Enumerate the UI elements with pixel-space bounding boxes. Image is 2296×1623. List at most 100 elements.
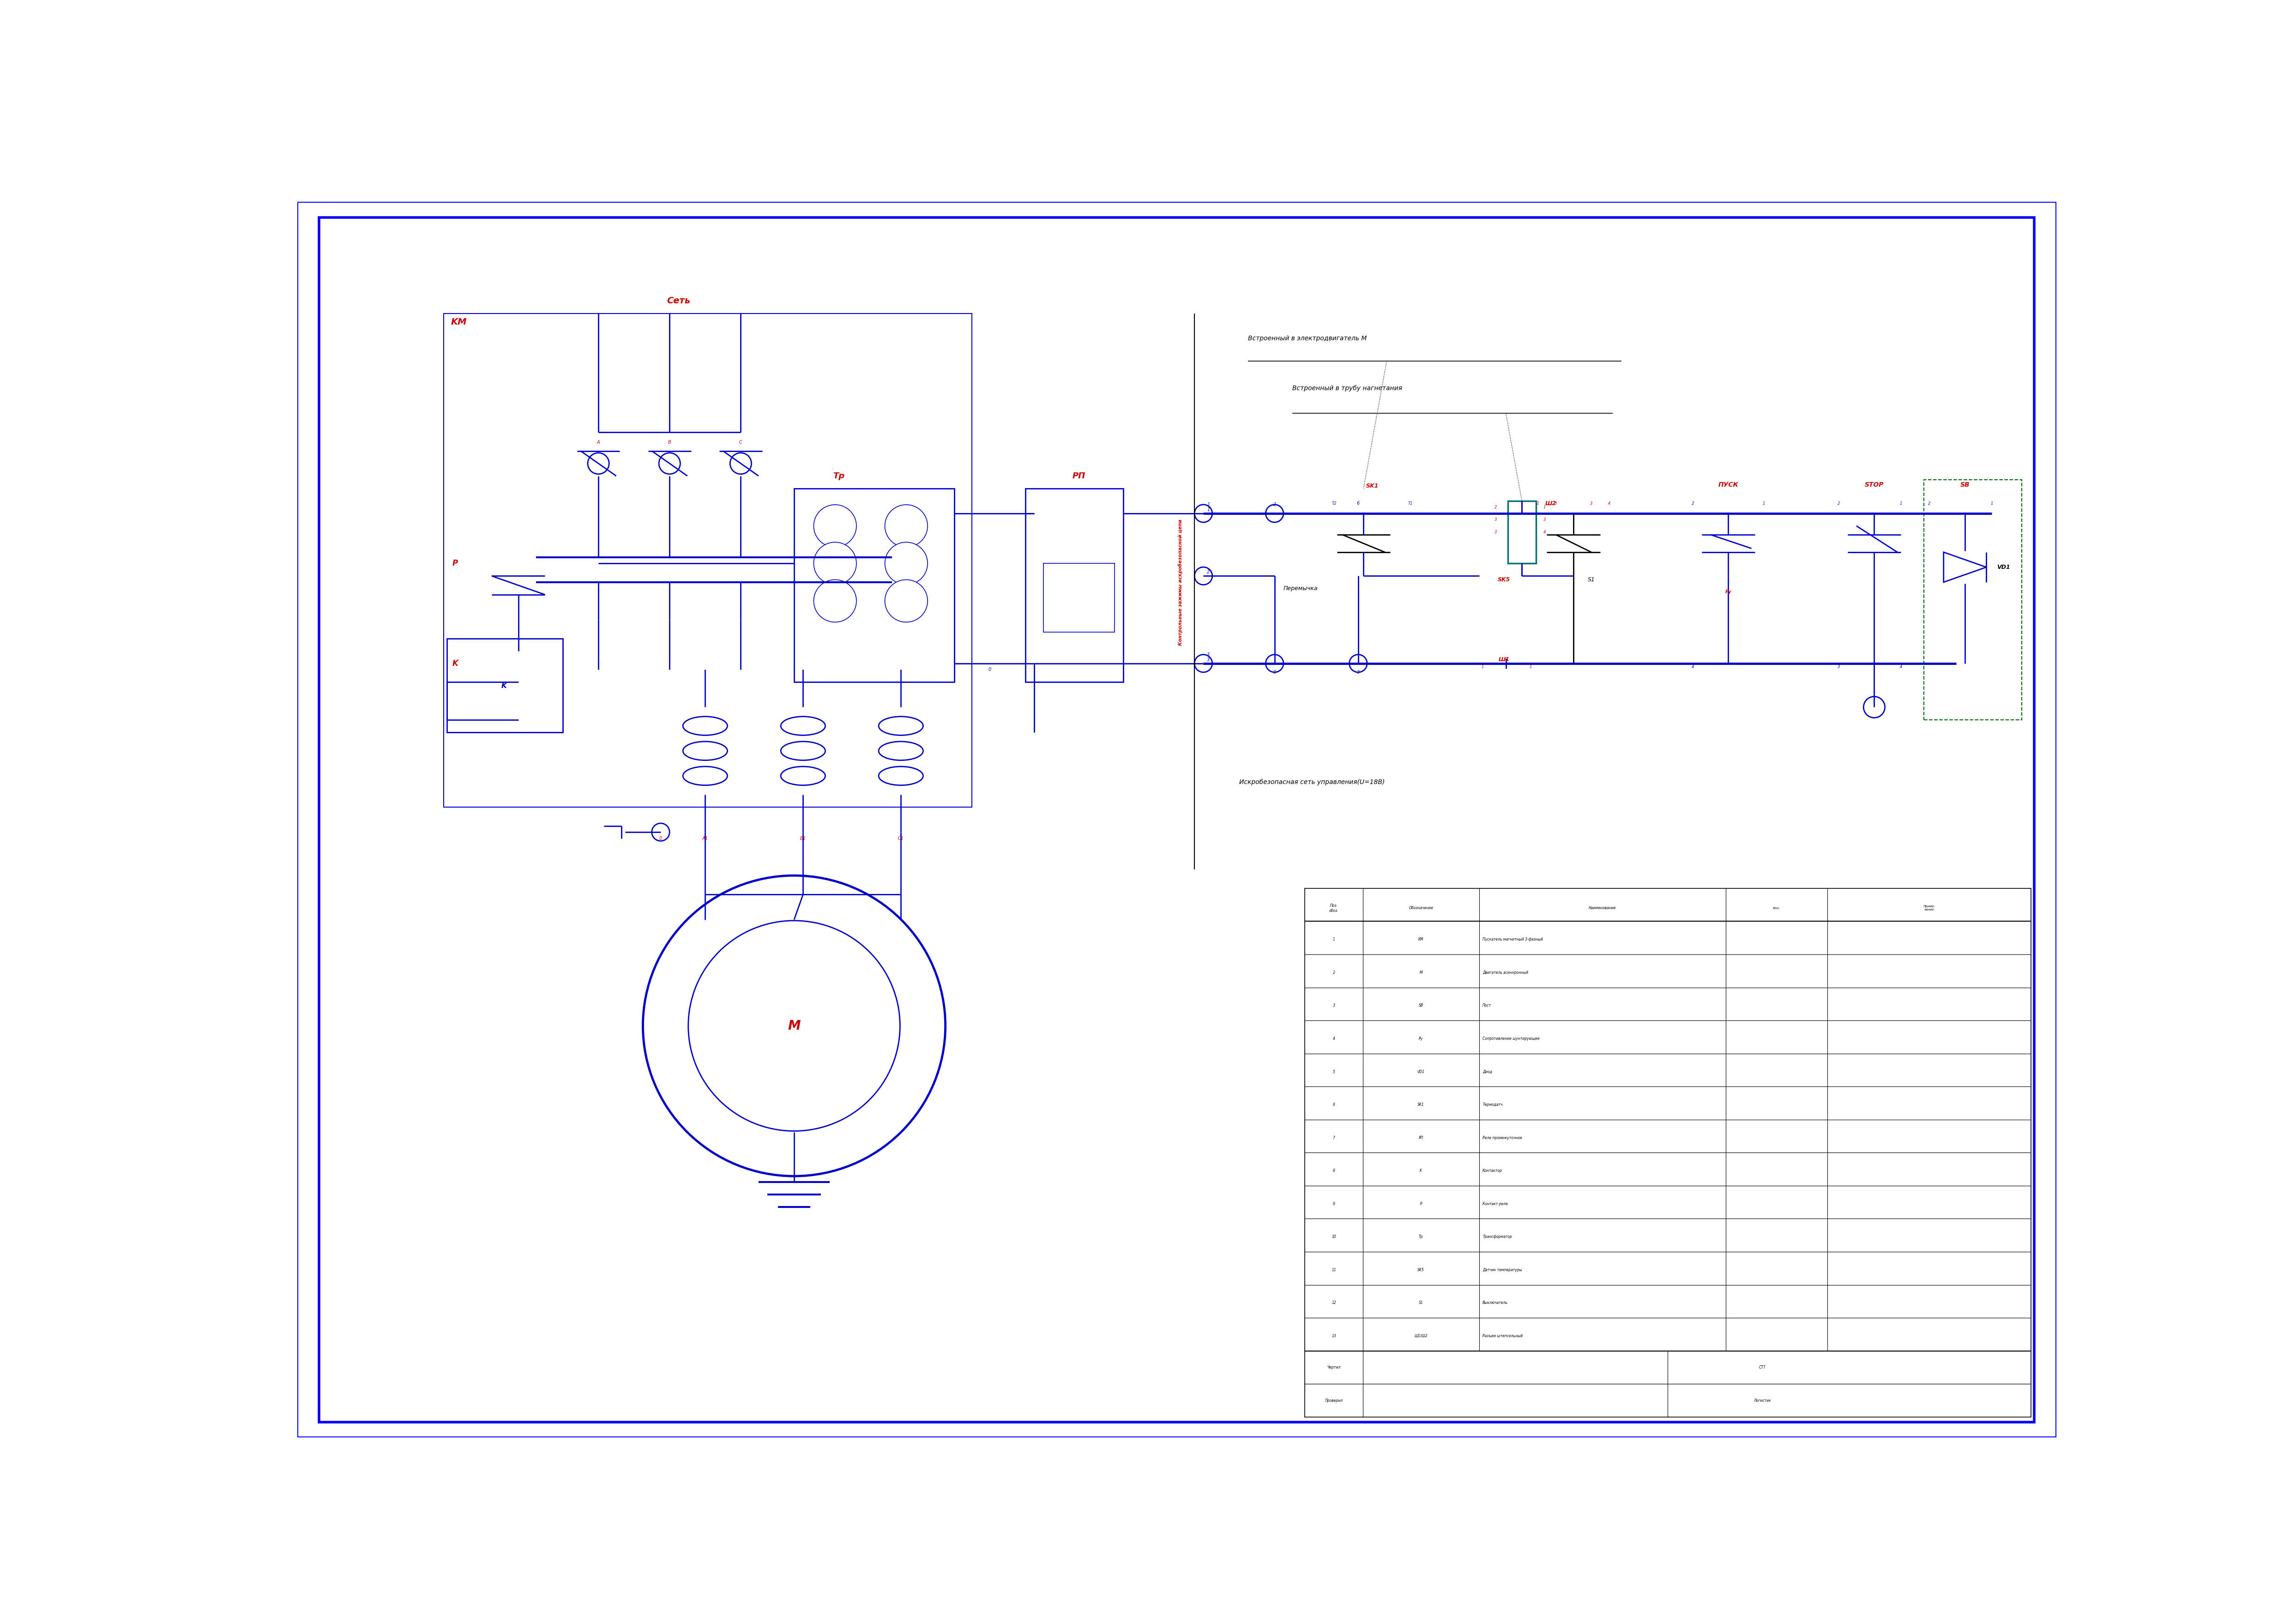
Text: 3: 3 (1543, 518, 1545, 521)
Text: Ш1/Ш2: Ш1/Ш2 (1414, 1334, 1428, 1337)
Text: B1: B1 (799, 836, 806, 841)
Text: KM: KM (1419, 938, 1424, 941)
Ellipse shape (682, 716, 728, 735)
Text: Пускатель магнитный 3-фазный: Пускатель магнитный 3-фазный (1483, 938, 1543, 941)
Text: SK5: SK5 (1497, 576, 1511, 583)
Text: K: K (501, 682, 507, 690)
Text: 3: 3 (1495, 518, 1497, 521)
Text: M: M (788, 1019, 801, 1032)
Text: 11: 11 (1332, 1268, 1336, 1272)
Polygon shape (1945, 552, 1986, 583)
Text: SK5: SK5 (1417, 1268, 1424, 1272)
Text: 1: 1 (1529, 665, 1531, 669)
Text: 4: 4 (1899, 665, 1901, 669)
Text: 3: 3 (1591, 502, 1593, 505)
Text: 2: 2 (1208, 570, 1210, 575)
Text: 2: 2 (1272, 503, 1277, 506)
Text: T1: T1 (1407, 502, 1412, 505)
Text: Перемычка: Перемычка (1283, 586, 1318, 591)
Text: Термодатч.: Термодатч. (1483, 1102, 1504, 1107)
Text: P: P (452, 560, 459, 568)
Text: 4: 4 (1607, 502, 1609, 505)
Text: Сопротивление шунтирующее: Сопротивление шунтирующее (1483, 1037, 1541, 1040)
Text: K: K (452, 659, 459, 667)
Text: 0: 0 (987, 667, 992, 672)
Text: M: M (1419, 971, 1424, 975)
Bar (1042, 563, 1114, 631)
Text: Чертил: Чертил (1327, 1365, 1341, 1370)
Text: 0: 0 (1272, 670, 1277, 675)
Circle shape (730, 453, 751, 474)
Circle shape (1864, 696, 1885, 717)
Text: 13: 13 (1332, 1334, 1336, 1337)
Text: 0: 0 (659, 836, 661, 841)
Circle shape (1194, 566, 1212, 584)
Bar (1026, 489, 1123, 682)
Text: SK1: SK1 (1366, 484, 1380, 489)
Text: SB: SB (1419, 1003, 1424, 1008)
Text: Ру: Ру (1724, 589, 1731, 594)
Text: Разъем штепсельный: Разъем штепсельный (1483, 1334, 1522, 1337)
Ellipse shape (781, 742, 824, 760)
Text: Ш2: Ш2 (1545, 500, 1557, 506)
Circle shape (652, 823, 670, 841)
Text: 2: 2 (1692, 502, 1694, 505)
Text: Встроенный в трубу нагнетания: Встроенный в трубу нагнетания (1293, 385, 1403, 391)
Text: 3: 3 (1208, 657, 1210, 662)
Ellipse shape (781, 716, 824, 735)
Bar (443, 313, 971, 807)
Circle shape (884, 542, 928, 584)
Text: Двигатель асинхронный: Двигатель асинхронный (1483, 971, 1529, 975)
Text: SB: SB (1961, 482, 1970, 489)
Text: 6: 6 (1357, 502, 1359, 506)
Text: 3: 3 (1554, 502, 1557, 505)
Text: S1: S1 (1587, 576, 1596, 583)
Text: Реле промежуточное: Реле промежуточное (1483, 1136, 1522, 1139)
Text: 1: 1 (1543, 505, 1545, 510)
Bar (1304, 888, 2032, 1417)
Bar (1508, 502, 1536, 563)
Text: Встроенный в электродвигатель M: Встроенный в электродвигатель M (1249, 336, 1366, 342)
Text: Искробезопасная сеть управления(U=18В): Искробезопасная сеть управления(U=18В) (1240, 779, 1384, 786)
Text: C: C (739, 440, 742, 445)
Text: 4: 4 (1692, 665, 1694, 669)
Text: STOP: STOP (1864, 482, 1883, 489)
Text: Логистик: Логистик (1754, 1399, 1770, 1402)
Text: Выключатель: Выключатель (1483, 1302, 1508, 1305)
Text: 1: 1 (1481, 665, 1483, 669)
Text: S1: S1 (1419, 1302, 1424, 1305)
Text: РП: РП (1419, 1136, 1424, 1139)
Text: Пост: Пост (1483, 1003, 1492, 1008)
Text: 2: 2 (1536, 502, 1538, 505)
Text: 2: 2 (1837, 502, 1839, 505)
Text: K: K (1419, 1169, 1421, 1173)
Text: 2: 2 (1929, 502, 1931, 505)
Text: A1: A1 (703, 836, 707, 841)
Circle shape (884, 579, 928, 622)
Circle shape (813, 579, 856, 622)
Text: 1: 1 (1763, 502, 1766, 505)
Text: Поз.
обоз.: Поз. обоз. (1329, 904, 1339, 912)
Ellipse shape (879, 742, 923, 760)
Text: T2: T2 (1332, 502, 1336, 505)
Text: Ру: Ру (1419, 1037, 1424, 1040)
Text: 2: 2 (1495, 505, 1497, 510)
Text: Диод: Диод (1483, 1070, 1492, 1074)
Text: Ш1: Ш1 (1499, 657, 1511, 662)
Bar (794, 489, 955, 682)
Circle shape (1265, 505, 1283, 523)
Text: 1: 1 (1991, 502, 1993, 505)
Ellipse shape (879, 766, 923, 786)
Text: KM: KM (450, 318, 466, 326)
Text: 3: 3 (1837, 665, 1839, 669)
Text: Контактор: Контактор (1483, 1169, 1502, 1173)
Text: Сеть: Сеть (666, 297, 691, 305)
Text: СТТ: СТТ (1759, 1365, 1766, 1370)
Text: Тр: Тр (833, 472, 845, 480)
Text: B: B (668, 440, 670, 445)
Text: 1: 1 (1208, 503, 1210, 506)
Circle shape (643, 875, 946, 1177)
Text: VD1: VD1 (1998, 565, 2011, 570)
Circle shape (884, 505, 928, 547)
Circle shape (1350, 654, 1366, 672)
